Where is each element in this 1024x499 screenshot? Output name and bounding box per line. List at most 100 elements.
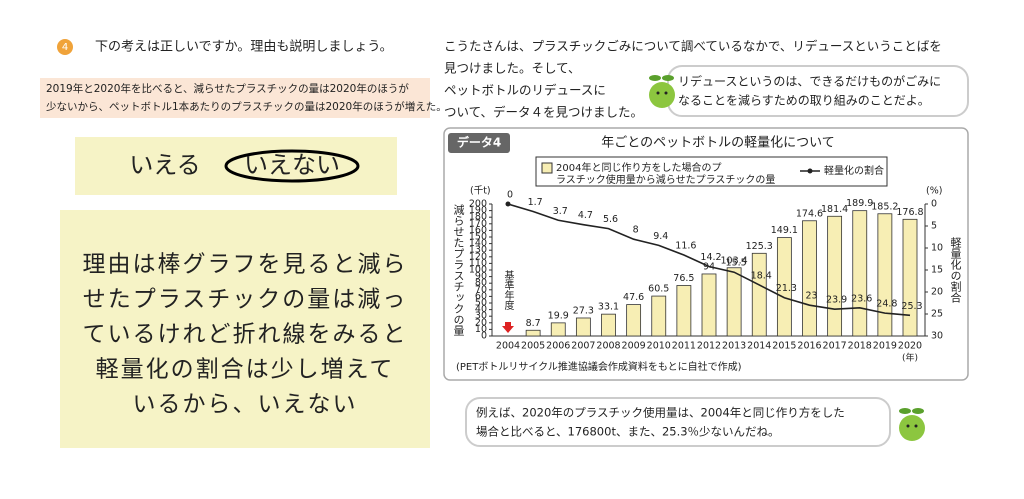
chart-tag-box xyxy=(448,133,510,153)
bar-value-label: 149.1 xyxy=(771,225,798,236)
line-value-label: 15.5 xyxy=(726,258,747,269)
line-value-label: 3.7 xyxy=(553,206,568,217)
y2-tick-label: 30 xyxy=(931,331,943,342)
line-value-label: 9.4 xyxy=(653,231,668,242)
question: 下の考えは正しいですか。理由も説明しましょう。 xyxy=(95,39,393,55)
bar-value-label: 8.7 xyxy=(526,318,541,329)
statement-line: 2019年と2020年を比べると、減らせたプラスチックの量は2020年のほうが xyxy=(46,82,409,95)
bar-value-label: 60.5 xyxy=(648,284,669,295)
y-tick-label: 130 xyxy=(469,245,487,256)
bar xyxy=(626,304,642,337)
legend-label-line: 2004年と同じ作り方をした場合のプ xyxy=(556,161,721,174)
legend-dot xyxy=(807,168,813,174)
line-value-label: 18.4 xyxy=(751,270,772,281)
x-tick-label: 2016 xyxy=(797,341,821,352)
line-value-label: 23.6 xyxy=(851,293,872,304)
y2-tick-label: 25 xyxy=(931,309,943,320)
legend-label: 軽量化の割合 xyxy=(824,164,884,177)
bar xyxy=(525,329,541,337)
y2-axis-title: 軽量化の割合 xyxy=(949,237,962,303)
y-tick-label: 160 xyxy=(469,225,487,236)
chart-tag: データ4 xyxy=(457,135,501,150)
bar-value-label: 176.8 xyxy=(896,207,923,218)
line-value-label: 0 xyxy=(507,190,513,201)
bar-value-label: 185.2 xyxy=(871,201,898,212)
answer-box xyxy=(75,137,397,195)
y-tick-label: 200 xyxy=(469,199,487,210)
x-tick-label: 2007 xyxy=(571,341,595,352)
answer-option: いえる xyxy=(129,151,200,179)
y2-tick-label: 20 xyxy=(931,287,943,298)
y-tick-label: 40 xyxy=(475,304,487,315)
badge xyxy=(57,39,73,55)
y-tick-label: 50 xyxy=(475,298,487,309)
legend-box xyxy=(535,156,888,187)
x-tick-label: 2011 xyxy=(672,341,696,352)
x-tick-label: 2012 xyxy=(697,341,721,352)
bubble-line: 例えば、2020年のプラスチック使用量は、2004年と同じ作り方をした xyxy=(476,406,845,420)
y-tick-label: 110 xyxy=(469,258,487,269)
y-unit: (千t) xyxy=(470,186,491,197)
x-tick-label: 2018 xyxy=(848,341,872,352)
bubble-line: リデュースというのは、できるだけものがごみに xyxy=(678,74,941,89)
line-value-label: 11.6 xyxy=(675,241,696,252)
mascot xyxy=(899,408,925,441)
line-start-dot xyxy=(505,201,511,207)
mascot xyxy=(649,75,675,108)
line-value-label: 25.3 xyxy=(901,301,922,312)
reason-line: 理由は棒グラフを見ると減ら xyxy=(83,252,408,278)
badge-number: 4 xyxy=(62,42,68,53)
y-tick-label: 100 xyxy=(469,265,487,276)
bar xyxy=(601,313,616,337)
bar-value-label: 103.4 xyxy=(721,255,748,266)
bar-value-label: 19.9 xyxy=(548,310,569,321)
bar-value-label: 76.5 xyxy=(673,273,694,284)
y-tick-label: 120 xyxy=(469,251,487,262)
reason-line: せたプラスチックの量は減っ xyxy=(83,287,408,313)
speech-bubble xyxy=(667,65,969,117)
speech-bubble xyxy=(465,397,891,447)
x-tick-label: 2014 xyxy=(747,341,771,352)
reason-line: 軽量化の割合は少し増えて xyxy=(96,357,395,383)
line xyxy=(507,203,911,317)
line-value-label: 14.2 xyxy=(700,252,721,263)
bar xyxy=(575,317,591,337)
y-tick-label: 60 xyxy=(475,291,487,302)
bar xyxy=(701,273,717,337)
y-tick-label: 20 xyxy=(475,317,487,328)
y-tick-label: 180 xyxy=(469,212,487,223)
x-tick-label: 2013 xyxy=(722,341,746,352)
y-axis-title: 減らせたプラスチックの量 xyxy=(452,203,465,336)
x-tick-label: 2006 xyxy=(546,341,570,352)
x-tick-label: 2004 xyxy=(496,341,520,352)
y-tick-label: 0 xyxy=(481,331,487,342)
bubble-line: なることを減らすための取り組みのことだよ。 xyxy=(678,93,930,108)
line-value-label: 23.9 xyxy=(826,295,847,306)
bar xyxy=(751,252,767,337)
legend-swatch xyxy=(541,162,553,174)
bar xyxy=(852,210,868,337)
bar-value-label: 174.6 xyxy=(796,208,823,219)
answer-option: いえない xyxy=(244,151,340,179)
bar-value-label: 181.4 xyxy=(821,204,848,215)
bar-value-label: 125.3 xyxy=(746,241,773,252)
y-tick-label: 80 xyxy=(475,278,487,289)
line-value-label: 8 xyxy=(633,225,639,236)
y-tick-label: 170 xyxy=(469,218,487,229)
y-tick-label: 70 xyxy=(475,284,487,295)
bubble-line: 場合と比べると、176800t、また、25.3％少ないんだね。 xyxy=(476,425,780,439)
x-tick-label: 2019 xyxy=(873,341,897,352)
bar xyxy=(651,295,667,337)
y-tick-label: 190 xyxy=(469,205,487,216)
y2-tick-label: 0 xyxy=(931,199,937,210)
legend-label-line: ラスチック使用量から減らせたプラスチックの量 xyxy=(556,173,775,186)
annotation-arrow xyxy=(502,322,514,333)
line-value-label: 1.7 xyxy=(528,197,543,208)
x-tick-label: 2008 xyxy=(596,341,620,352)
x-tick-label: 2009 xyxy=(622,341,646,352)
intro-line: ペットボトルのリデュースに xyxy=(444,83,606,98)
bar-value-label: 33.1 xyxy=(598,302,619,313)
y-tick-label: 150 xyxy=(469,232,487,243)
